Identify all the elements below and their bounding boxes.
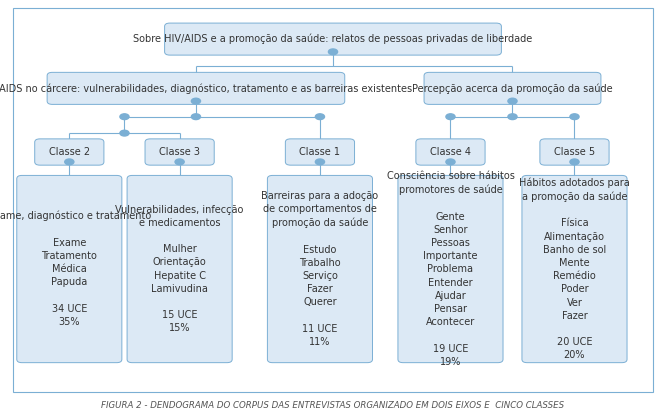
Circle shape: [508, 98, 517, 104]
FancyBboxPatch shape: [35, 139, 104, 165]
FancyBboxPatch shape: [17, 176, 122, 363]
Text: Classe 1: Classe 1: [300, 147, 340, 157]
FancyBboxPatch shape: [285, 139, 354, 165]
Circle shape: [446, 114, 455, 119]
Text: Hábitos adotados para
a promoção da saúde

Física
Alimentação
Banho de sol
Mente: Hábitos adotados para a promoção da saúd…: [519, 178, 630, 360]
Text: Percepção acerca da promoção da saúde: Percepção acerca da promoção da saúde: [412, 83, 613, 93]
Circle shape: [446, 159, 455, 165]
Text: Classe 4: Classe 4: [430, 147, 471, 157]
Text: Consciência sobre hábitos
promotores de saúde

Gente
Senhor
Pessoas
Importante
P: Consciência sobre hábitos promotores de …: [386, 171, 514, 367]
Circle shape: [570, 114, 579, 119]
Text: Classe 2: Classe 2: [49, 147, 90, 157]
Text: Vulnerabilidades, infecção
e medicamentos

Mulher
Orientação
Hepatite C
Lamivudi: Vulnerabilidades, infecção e medicamento…: [115, 204, 244, 334]
Circle shape: [191, 114, 200, 119]
Circle shape: [570, 159, 579, 165]
Circle shape: [508, 114, 517, 119]
FancyBboxPatch shape: [145, 139, 214, 165]
FancyBboxPatch shape: [522, 176, 627, 363]
Text: HIV/AIDS no cárcere: vulnerabilidades, diagnóstico, tratamento e as barreiras ex: HIV/AIDS no cárcere: vulnerabilidades, d…: [0, 83, 412, 93]
Circle shape: [120, 130, 129, 136]
Circle shape: [316, 159, 324, 165]
FancyBboxPatch shape: [47, 72, 345, 104]
Circle shape: [316, 114, 324, 119]
FancyBboxPatch shape: [127, 176, 232, 363]
Text: Classe 5: Classe 5: [554, 147, 595, 157]
FancyBboxPatch shape: [540, 139, 609, 165]
FancyBboxPatch shape: [424, 72, 601, 104]
Circle shape: [191, 98, 200, 104]
Circle shape: [328, 49, 338, 55]
Text: Sobre HIV/AIDS e a promoção da saúde: relatos de pessoas privadas de liberdade: Sobre HIV/AIDS e a promoção da saúde: re…: [133, 34, 533, 44]
Circle shape: [65, 159, 74, 165]
FancyBboxPatch shape: [268, 176, 372, 363]
Circle shape: [120, 114, 129, 119]
Circle shape: [175, 159, 184, 165]
Text: FIGURA 2 - DENDOGRAMA DO CORPUS DAS ENTREVISTAS ORGANIZADO EM DOIS EIXOS E  CINC: FIGURA 2 - DENDOGRAMA DO CORPUS DAS ENTR…: [101, 401, 565, 410]
FancyBboxPatch shape: [416, 139, 485, 165]
Text: Classe 3: Classe 3: [159, 147, 200, 157]
Text: Exame, diagnóstico e tratamento

Exame
Tratamento
Médica
Papuda

34 UCE
35%: Exame, diagnóstico e tratamento Exame Tr…: [0, 211, 151, 327]
Text: Barreiras para a adoção
de comportamentos de
promoção da saúde

Estudo
Trabalho
: Barreiras para a adoção de comportamento…: [261, 191, 378, 347]
FancyBboxPatch shape: [398, 176, 503, 363]
FancyBboxPatch shape: [165, 23, 501, 55]
